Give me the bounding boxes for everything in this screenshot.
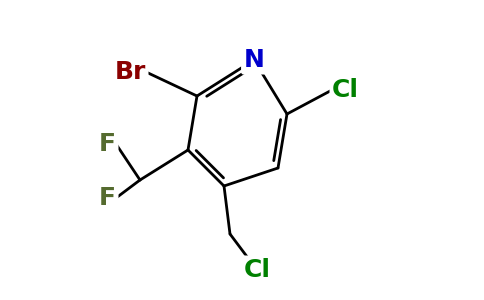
Text: F: F — [99, 132, 116, 156]
Text: N: N — [243, 48, 264, 72]
Text: Cl: Cl — [243, 258, 271, 282]
Text: Br: Br — [115, 60, 146, 84]
Text: Cl: Cl — [332, 78, 359, 102]
Text: F: F — [99, 186, 116, 210]
